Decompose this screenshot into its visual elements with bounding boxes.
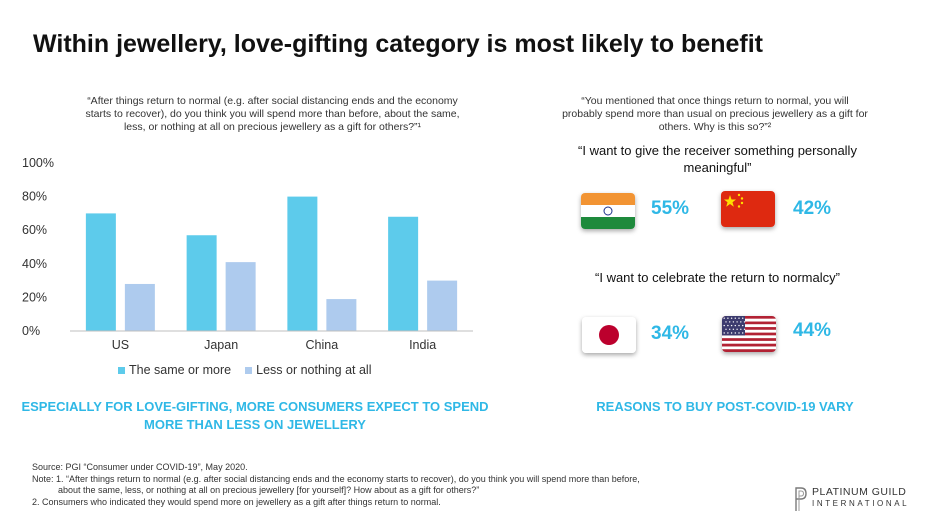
bar-china-less-or-nothing bbox=[326, 299, 357, 331]
chart-legend: The same or more Less or nothing at all bbox=[118, 363, 371, 377]
bar-india-same-or-more bbox=[388, 216, 419, 331]
japan-percentage: 34% bbox=[651, 323, 690, 344]
bar-china-same-or-more bbox=[287, 196, 318, 331]
footnote-note-2: 2. Consumers who indicated they would sp… bbox=[32, 496, 441, 507]
logo-line-2: INTERNATIONAL bbox=[812, 499, 910, 508]
india-percentage: 55% bbox=[651, 198, 690, 219]
us-flag-icon bbox=[722, 316, 776, 352]
survey-question-left: “After things return to normal (e.g. aft… bbox=[85, 95, 460, 133]
legend-swatch-less-or-nothing bbox=[245, 366, 253, 374]
japan-flag-icon bbox=[582, 317, 636, 353]
china-percentage: 42% bbox=[793, 198, 832, 219]
right-takeaway: REASONS TO BUY POST-COVID-19 VARY bbox=[596, 399, 854, 414]
survey-question-right: “You mentioned that once things return t… bbox=[562, 95, 868, 133]
y-tick-label: 0% bbox=[22, 324, 40, 338]
x-tick-label: US bbox=[112, 338, 129, 352]
logo-line-1: PLATINUM GUILD bbox=[812, 486, 907, 498]
bar-chart: 0% 20% 40% 60% 80% 100% US Japan China India bbox=[22, 156, 473, 352]
x-tick-label: China bbox=[306, 338, 339, 352]
footnote: Source: PGI “Consumer under COVID-19”, M… bbox=[32, 462, 792, 508]
x-tick-label: India bbox=[409, 338, 436, 352]
bar-us-same-or-more bbox=[85, 213, 116, 331]
india-flag-icon bbox=[581, 193, 635, 229]
left-takeaway: ESPECIALLY FOR LOVE-GIFTING, MORE CONSUM… bbox=[21, 399, 489, 432]
footnote-note-1b: about the same, less, or nothing at all … bbox=[58, 485, 480, 495]
y-tick-label: 100% bbox=[22, 156, 54, 170]
y-tick-label: 60% bbox=[22, 223, 47, 237]
y-tick-label: 20% bbox=[22, 290, 47, 304]
us-percentage: 44% bbox=[793, 320, 832, 341]
bar-japan-less-or-nothing bbox=[225, 262, 256, 331]
bar-us-less-or-nothing bbox=[124, 283, 155, 331]
bar-india-less-or-nothing bbox=[427, 280, 458, 331]
legend-label-same-or-more: The same or more bbox=[129, 363, 232, 377]
china-flag-icon bbox=[721, 191, 775, 227]
platinum-guild-logo: PLATINUM GUILD INTERNATIONAL bbox=[793, 486, 909, 512]
footnote-source: Source: PGI “Consumer under COVID-19”, M… bbox=[32, 462, 248, 472]
reason-quote-meaningful: “I want to give the receiver something p… bbox=[578, 143, 857, 175]
legend-label-less-or-nothing: Less or nothing at all bbox=[256, 363, 372, 377]
page-title: Within jewellery, love-gifting category … bbox=[33, 30, 764, 58]
y-tick-label: 40% bbox=[22, 257, 47, 271]
platinum-guild-logo-icon bbox=[795, 487, 807, 511]
legend-item-same-or-more: The same or more bbox=[118, 363, 231, 377]
legend-swatch-same-or-more bbox=[118, 366, 125, 374]
legend-item-less-or-nothing: Less or nothing at all bbox=[245, 363, 371, 377]
reason-quote-normalcy: “I want to celebrate the return to norma… bbox=[595, 270, 840, 285]
footnote-note-1a: Note: 1. “After things return to normal … bbox=[32, 473, 640, 484]
bar-japan-same-or-more bbox=[186, 235, 217, 331]
y-tick-label: 80% bbox=[22, 190, 47, 204]
x-tick-label: Japan bbox=[204, 338, 238, 352]
